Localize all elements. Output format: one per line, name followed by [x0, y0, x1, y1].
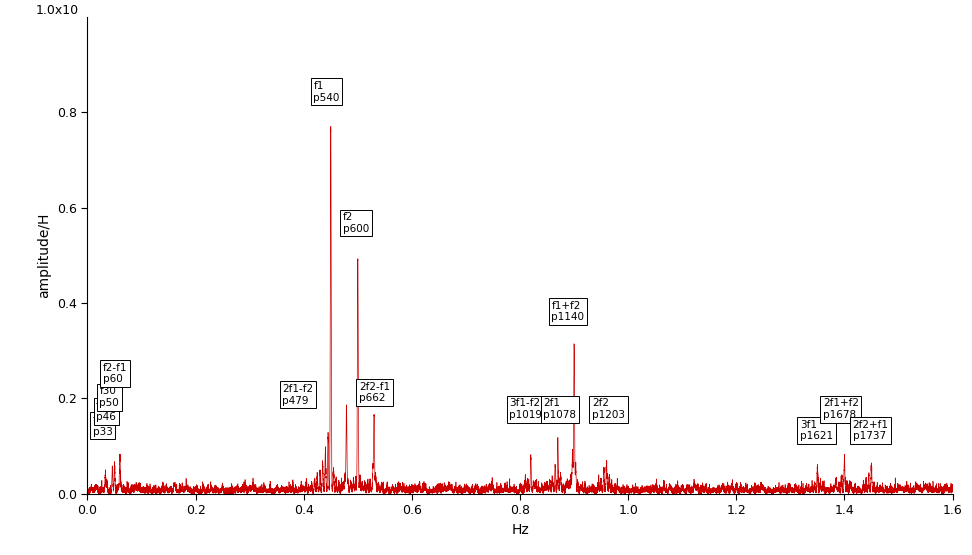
Text: 2f1
p1078: 2f1 p1078	[543, 398, 576, 420]
Text: f20
p33: f20 p33	[93, 415, 113, 437]
Text: 3f1
p1621: 3f1 p1621	[800, 420, 833, 441]
Text: f30
p50: f30 p50	[99, 386, 120, 408]
Text: 2f2-f1
p662: 2f2-f1 p662	[359, 382, 390, 403]
X-axis label: Hz: Hz	[511, 523, 529, 537]
Text: 3f1-f2
p1019: 3f1-f2 p1019	[509, 398, 542, 420]
Y-axis label: amplitude/H: amplitude/H	[38, 213, 52, 298]
Text: 2f1-f2
p479: 2f1-f2 p479	[282, 384, 313, 406]
Text: 2f1+f2
p1678: 2f1+f2 p1678	[822, 398, 859, 420]
Text: f2-f1
p60: f2-f1 p60	[103, 362, 127, 384]
Text: f1+f2
p1140: f1+f2 p1140	[551, 300, 584, 322]
Text: 1.0x10: 1.0x10	[36, 4, 79, 17]
Text: f2
p600: f2 p600	[343, 212, 369, 234]
Text: f1
p540: f1 p540	[314, 81, 340, 103]
Text: 2f2
p1203: 2f2 p1203	[592, 398, 625, 420]
Text: f01
p46: f01 p46	[96, 401, 116, 422]
Text: 2f2+f1
p1737: 2f2+f1 p1737	[852, 420, 888, 441]
